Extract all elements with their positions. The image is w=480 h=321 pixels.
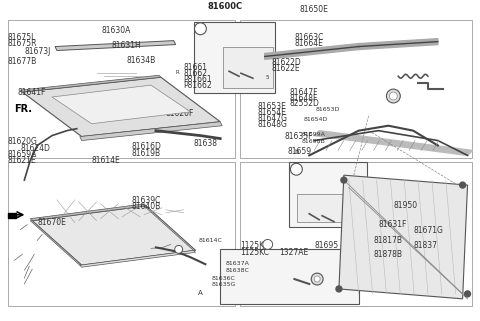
Text: 81619B: 81619B: [131, 149, 160, 158]
Text: 81677B: 81677B: [8, 57, 37, 66]
Text: 82552D: 82552D: [289, 100, 319, 108]
Bar: [223, 47, 273, 88]
Text: 5: 5: [266, 75, 269, 80]
Text: 81673J: 81673J: [24, 47, 51, 56]
Text: 81622E: 81622E: [272, 64, 300, 73]
Text: 81600C: 81600C: [207, 3, 243, 12]
Text: 81641F: 81641F: [17, 88, 46, 97]
Text: 81695: 81695: [314, 241, 338, 250]
Text: 81647G: 81647G: [258, 114, 288, 123]
Text: 81614C: 81614C: [198, 238, 222, 243]
Circle shape: [460, 182, 466, 188]
Polygon shape: [359, 39, 438, 49]
Text: 81654E: 81654E: [258, 108, 287, 117]
Text: 81664E: 81664E: [294, 39, 324, 48]
Text: 81614E: 81614E: [92, 156, 120, 165]
Text: 81638: 81638: [193, 139, 217, 148]
Text: 81663C: 81663C: [294, 33, 324, 42]
Polygon shape: [265, 44, 359, 59]
Bar: [8, 20, 235, 158]
Text: 81659: 81659: [288, 147, 312, 156]
Text: 81653E: 81653E: [258, 102, 287, 111]
Polygon shape: [55, 41, 176, 50]
Text: R: R: [176, 70, 180, 75]
Text: 81653D: 81653D: [315, 108, 339, 112]
Circle shape: [386, 89, 400, 103]
Text: 81837: 81837: [413, 241, 437, 250]
Circle shape: [175, 246, 182, 253]
Circle shape: [290, 163, 302, 175]
Text: 81661: 81661: [184, 63, 208, 72]
Text: 81662: 81662: [184, 69, 208, 78]
Text: 81638C: 81638C: [225, 268, 249, 273]
Text: 81635G: 81635G: [211, 282, 236, 288]
Text: 81636C: 81636C: [211, 275, 235, 281]
Text: 81659A: 81659A: [8, 150, 37, 159]
Polygon shape: [144, 206, 195, 250]
Text: 81654D: 81654D: [303, 117, 328, 122]
Text: 1327AE: 1327AE: [279, 248, 309, 257]
Text: 81878B: 81878B: [373, 250, 403, 259]
Text: P81661: P81661: [184, 75, 212, 84]
Text: 81648G: 81648G: [258, 120, 288, 129]
Text: 81647F: 81647F: [289, 88, 318, 97]
Polygon shape: [20, 75, 161, 92]
Circle shape: [389, 92, 397, 100]
Text: 81637A: 81637A: [225, 261, 249, 266]
Text: 81621E: 81621E: [8, 156, 36, 165]
Polygon shape: [32, 206, 195, 265]
Text: 81634B: 81634B: [126, 56, 156, 65]
Circle shape: [263, 239, 273, 249]
Text: 81675R: 81675R: [8, 39, 37, 48]
Text: 81631H: 81631H: [111, 41, 141, 50]
Bar: [193, 22, 275, 93]
Text: 1125KB: 1125KB: [240, 241, 269, 250]
Bar: [220, 249, 359, 304]
Text: 81639C: 81639C: [131, 196, 160, 205]
Circle shape: [341, 177, 347, 183]
Text: 81635F: 81635F: [285, 132, 313, 141]
Polygon shape: [80, 122, 222, 141]
Circle shape: [311, 273, 323, 285]
Text: 81620G: 81620G: [8, 137, 37, 146]
Polygon shape: [30, 221, 82, 265]
Bar: [289, 162, 367, 227]
Text: b: b: [294, 149, 299, 155]
Text: 81698B: 81698B: [301, 139, 325, 144]
Circle shape: [336, 286, 342, 292]
Text: 81950: 81950: [393, 201, 418, 210]
Text: 81675L: 81675L: [8, 33, 36, 42]
Text: 81650E: 81650E: [300, 5, 328, 14]
Circle shape: [465, 291, 470, 297]
Text: FR.: FR.: [14, 104, 33, 114]
Bar: [8, 162, 235, 306]
Text: A: A: [198, 290, 203, 296]
Bar: [9, 213, 16, 218]
Text: 81640B: 81640B: [131, 202, 160, 211]
Polygon shape: [30, 204, 146, 221]
Polygon shape: [339, 175, 468, 299]
Bar: [240, 162, 472, 306]
Polygon shape: [80, 250, 195, 267]
Text: 81624D: 81624D: [20, 144, 50, 153]
Text: P81662: P81662: [184, 81, 212, 90]
Text: 81817B: 81817B: [373, 236, 403, 245]
Bar: [240, 20, 472, 158]
Text: 81630A: 81630A: [101, 26, 131, 35]
Text: 81699A: 81699A: [301, 132, 325, 137]
Polygon shape: [23, 77, 220, 137]
Text: 81620F: 81620F: [166, 109, 194, 118]
Text: 81671G: 81671G: [413, 226, 443, 235]
Text: 81670E: 81670E: [37, 218, 66, 227]
Text: 81622D: 81622D: [272, 58, 301, 67]
Text: 81616D: 81616D: [131, 142, 161, 151]
Bar: [298, 194, 359, 222]
Polygon shape: [314, 131, 472, 155]
Text: 81648F: 81648F: [289, 93, 318, 102]
Polygon shape: [52, 85, 191, 124]
Text: 1125KC: 1125KC: [240, 248, 269, 257]
Circle shape: [314, 276, 320, 282]
Circle shape: [194, 23, 206, 35]
Text: 81631F: 81631F: [379, 220, 407, 229]
